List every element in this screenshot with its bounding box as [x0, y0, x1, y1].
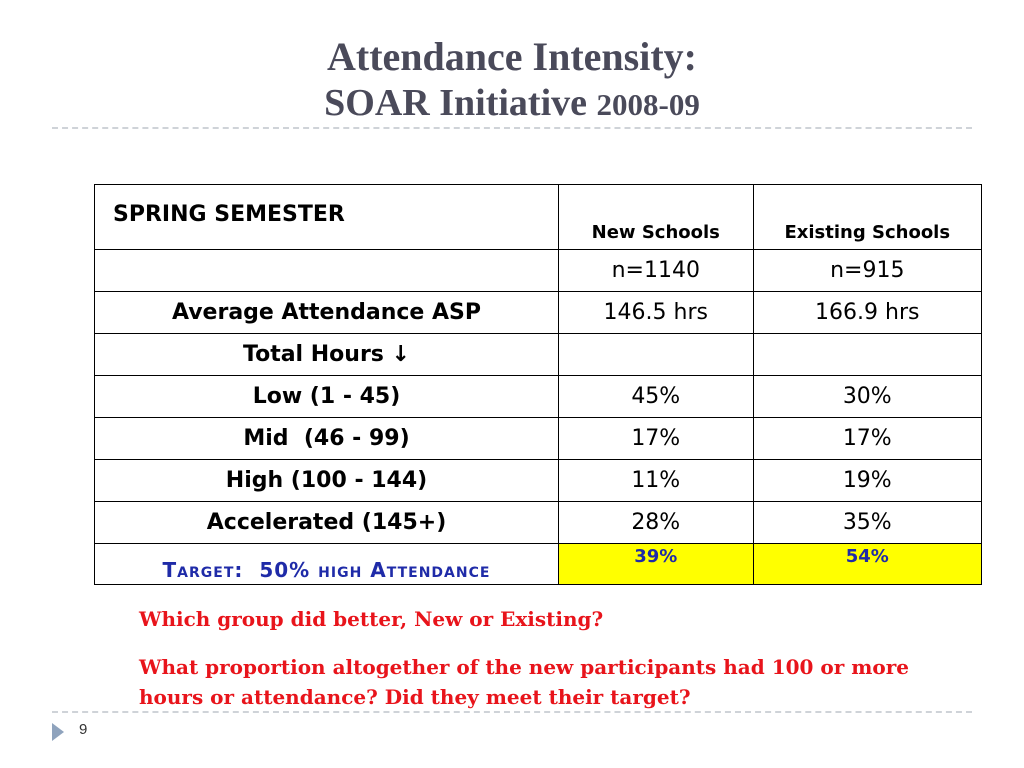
table-row: High (100 - 144) 11% 19% — [94, 459, 983, 502]
cell-existing: n=915 — [752, 249, 983, 292]
header-semester: SPRING SEMESTER — [94, 184, 559, 250]
title-line-2: SOAR Initiative 2008-09 — [0, 80, 1024, 128]
cell-existing: 17% — [752, 417, 983, 460]
row-label — [94, 249, 559, 292]
page-number: 9 — [79, 721, 88, 738]
slide-title: Attendance Intensity: SOAR Initiative 20… — [0, 34, 1024, 128]
cell-existing: 35% — [752, 501, 983, 544]
cell-existing — [752, 333, 983, 376]
header-existing-schools: Existing Schools — [752, 184, 983, 250]
title-year: 2008-09 — [596, 87, 700, 122]
table-row: Mid (46 - 99) 17% 17% — [94, 417, 983, 460]
cell-new: 146.5 hrs — [558, 291, 754, 334]
target-row: Target: 50% high Attendance 39% 54% — [94, 543, 983, 585]
title-line-1: Attendance Intensity: — [327, 34, 697, 79]
table-row: Total Hours ↓ — [94, 333, 983, 376]
question-1: Which group did better, New or Existing? — [139, 607, 604, 631]
cell-existing: 166.9 hrs — [752, 291, 983, 334]
title-line-2-main: SOAR Initiative — [324, 82, 597, 124]
target-new-value: 39% — [558, 543, 754, 585]
row-label: Total Hours ↓ — [94, 333, 559, 376]
target-label: Target: 50% high Attendance — [94, 543, 559, 585]
bottom-divider — [52, 711, 972, 713]
attendance-table: SPRING SEMESTER New Schools Existing Sch… — [94, 184, 983, 585]
cell-new: 17% — [558, 417, 754, 460]
table-row: Accelerated (145+) 28% 35% — [94, 501, 983, 544]
row-label: Average Attendance ASP — [94, 291, 559, 334]
row-label: Mid (46 - 99) — [94, 417, 559, 460]
row-label: Accelerated (145+) — [94, 501, 559, 544]
cell-new: n=1140 — [558, 249, 754, 292]
cell-new — [558, 333, 754, 376]
table-header-row: SPRING SEMESTER New Schools Existing Sch… — [94, 184, 983, 250]
question-2: What proportion altogether of the new pa… — [139, 655, 910, 709]
header-new-schools: New Schools — [558, 184, 754, 250]
cell-new: 11% — [558, 459, 754, 502]
table-row: Low (1 - 45) 45% 30% — [94, 375, 983, 418]
table-row: n=1140 n=915 — [94, 249, 983, 292]
page-arrow-icon — [52, 723, 64, 741]
cell-existing: 30% — [752, 375, 983, 418]
cell-new: 28% — [558, 501, 754, 544]
top-divider — [52, 127, 972, 129]
cell-new: 45% — [558, 375, 754, 418]
cell-existing: 19% — [752, 459, 983, 502]
target-existing-value: 54% — [752, 543, 983, 585]
row-label: Low (1 - 45) — [94, 375, 559, 418]
table-row: Average Attendance ASP 146.5 hrs 166.9 h… — [94, 291, 983, 334]
row-label: High (100 - 144) — [94, 459, 559, 502]
